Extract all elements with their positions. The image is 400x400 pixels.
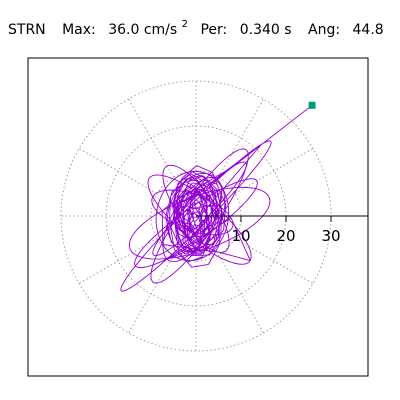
max-label: Max:	[62, 22, 96, 38]
radial-axis: 10 20 30	[196, 215, 368, 245]
period-label: Per:	[200, 22, 227, 38]
grid-spoke	[218, 254, 264, 334]
grid-spoke	[218, 98, 264, 178]
peak-marker	[308, 101, 316, 109]
orbit-trace	[120, 104, 313, 292]
radial-tick-label: 20	[276, 227, 295, 245]
grid-spoke	[78, 148, 158, 194]
radial-tick-label: 10	[231, 227, 250, 245]
peak-marker-group	[308, 101, 316, 109]
max-value: 36.0 cm/s	[108, 22, 177, 38]
angle-value: 44.8	[353, 22, 384, 38]
max-unit-exponent: 2	[182, 19, 188, 30]
grid-spoke	[234, 148, 314, 194]
chart-header: STRN Max: 36.0 cm/s 2 Per: 0.340 s Ang: …	[8, 15, 384, 38]
component-label: STRN	[8, 22, 46, 38]
angle-label: Ang:	[308, 22, 340, 38]
orbit-path	[120, 104, 313, 292]
grid-spoke	[78, 238, 158, 284]
grid-spoke	[128, 98, 174, 178]
radial-tick-label: 30	[321, 227, 340, 245]
plot-frame	[27, 57, 369, 377]
grid-spoke	[234, 238, 314, 284]
grid-spoke	[128, 254, 174, 334]
period-value: 0.340 s	[240, 22, 292, 38]
